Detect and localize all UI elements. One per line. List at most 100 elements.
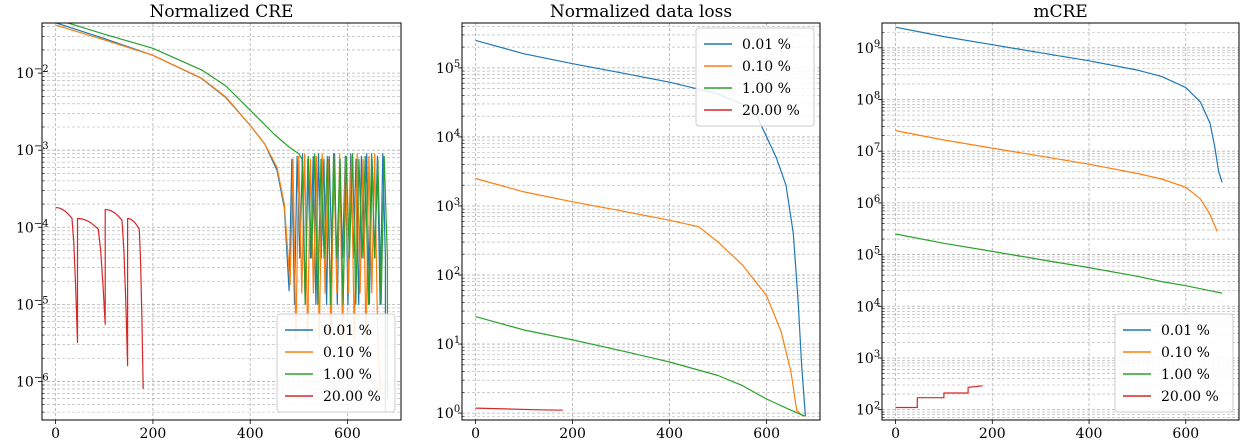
- y-tick-exponent: 3: [874, 349, 880, 360]
- y-tick-base: 10: [856, 299, 874, 315]
- x-tick-label: 600: [753, 426, 780, 442]
- x-tick-label: 600: [334, 426, 361, 442]
- y-tick-exponent: 2: [454, 266, 460, 277]
- y-tick-base: 10: [856, 93, 874, 109]
- y-tick-exponent: −5: [34, 295, 49, 306]
- y-tick-base: 10: [856, 403, 874, 419]
- y-tick-exponent: −2: [34, 64, 49, 75]
- y-tick-exponent: −6: [34, 372, 49, 383]
- y-tick-label: 106: [856, 194, 880, 212]
- y-tick-exponent: 9: [874, 39, 880, 50]
- y-tick-exponent: 0: [454, 404, 460, 415]
- legend-label: 20.00 %: [323, 389, 381, 405]
- y-tick-label: 109: [856, 39, 880, 57]
- legend-label: 20.00 %: [1161, 389, 1219, 405]
- y-tick-label: 10−6: [16, 372, 49, 390]
- y-tick-base: 10: [856, 144, 874, 160]
- x-tick-label: 200: [559, 426, 586, 442]
- y-tick-base: 10: [16, 374, 34, 390]
- y-tick-label: 107: [856, 142, 880, 160]
- y-tick-base: 10: [16, 66, 34, 82]
- plot-frame: [461, 22, 821, 421]
- y-tick-label: 104: [856, 297, 880, 315]
- series-line-010: [895, 130, 1218, 232]
- y-tick-base: 10: [436, 130, 454, 146]
- y-tick-base: 10: [856, 196, 874, 212]
- legend-label: 1.00 %: [1161, 367, 1210, 383]
- x-tick-label: 0: [471, 426, 480, 442]
- legend-box: [695, 27, 815, 127]
- legend-box: [1114, 313, 1234, 413]
- y-tick-base: 10: [16, 143, 34, 159]
- y-tick-label: 10−2: [16, 64, 49, 82]
- y-tick-label: 104: [436, 128, 460, 146]
- y-tick-base: 10: [856, 351, 874, 367]
- plot-frame: [881, 22, 1240, 421]
- series-line-100: [895, 233, 1223, 294]
- series-group: [895, 26, 1223, 409]
- y-tick-exponent: 1: [454, 335, 460, 346]
- y-tick-label: 108: [856, 91, 880, 109]
- legend-label: 0.10 %: [1161, 345, 1210, 361]
- x-tick-label: 0: [891, 426, 900, 442]
- x-tick-label: 200: [140, 426, 167, 442]
- y-tick-label: 102: [436, 266, 460, 284]
- y-tick-base: 10: [436, 199, 454, 215]
- y-tick-exponent: 3: [454, 197, 460, 208]
- y-tick-exponent: 6: [874, 194, 880, 205]
- y-tick-exponent: 5: [874, 246, 880, 257]
- y-tick-label: 105: [856, 246, 880, 264]
- y-tick-base: 10: [856, 41, 874, 57]
- y-tick-exponent: 4: [874, 297, 880, 308]
- y-tick-exponent: 5: [454, 59, 460, 70]
- y-tick-base: 10: [436, 337, 454, 353]
- y-tick-label: 100: [436, 404, 460, 422]
- x-tick-label: 400: [656, 426, 683, 442]
- x-tick-label: 600: [1172, 426, 1199, 442]
- series-group: [55, 23, 388, 413]
- series-line-010: [475, 177, 804, 417]
- y-tick-exponent: 7: [874, 142, 880, 153]
- legend-box: [276, 313, 396, 413]
- x-tick-label: 0: [51, 426, 60, 442]
- series-line-2000: [55, 207, 144, 389]
- chart-title: Normalized CRE: [150, 2, 294, 22]
- legend-label: 0.10 %: [323, 345, 372, 361]
- y-tick-exponent: −3: [34, 141, 49, 152]
- y-tick-base: 10: [856, 248, 874, 264]
- series-line-010: [55, 24, 382, 394]
- y-tick-exponent: 2: [874, 401, 880, 412]
- chart-title: mCRE: [1033, 2, 1087, 22]
- series-line-001: [895, 26, 1223, 183]
- chart-panel-1: 10−210−310−410−510−60 200 400 600Normalized…: [16, 2, 402, 442]
- legend: 0.01 % 0.10 % 1.00 % 20.00 %: [1114, 313, 1234, 413]
- legend-label: 20.00 %: [742, 103, 800, 119]
- y-tick-label: 103: [856, 349, 880, 367]
- y-tick-label: 10−3: [16, 141, 49, 159]
- series-line-2000: [475, 407, 563, 411]
- legend-label: 0.01 %: [323, 323, 372, 339]
- legend-label: 1.00 %: [742, 81, 791, 97]
- legend: 0.01 % 0.10 % 1.00 % 20.00 %: [276, 313, 396, 413]
- series-line-100: [475, 316, 806, 417]
- legend: 0.01 % 0.10 % 1.00 % 20.00 %: [695, 27, 815, 127]
- x-tick-label: 400: [1076, 426, 1103, 442]
- x-tick-label: 200: [979, 426, 1006, 442]
- series-line-100: [65, 23, 388, 399]
- y-tick-exponent: 4: [454, 128, 460, 139]
- y-tick-label: 10−5: [16, 295, 49, 313]
- y-tick-label: 103: [436, 197, 460, 215]
- y-tick-base: 10: [436, 268, 454, 284]
- y-tick-base: 10: [16, 297, 34, 313]
- y-tick-label: 10−4: [16, 218, 49, 236]
- x-tick-label: 400: [237, 426, 264, 442]
- y-tick-base: 10: [436, 406, 454, 422]
- y-tick-label: 101: [436, 335, 460, 353]
- y-tick-base: 10: [16, 220, 34, 236]
- chart-title: Normalized data loss: [550, 2, 732, 22]
- legend-label: 0.01 %: [742, 37, 791, 53]
- y-tick-exponent: 8: [874, 91, 880, 102]
